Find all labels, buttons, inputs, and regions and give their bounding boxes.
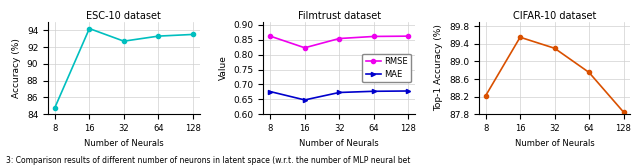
Title: CIFAR-10 dataset: CIFAR-10 dataset	[513, 11, 596, 21]
RMSE	[266, 35, 274, 37]
Y-axis label: Accuracy (%): Accuracy (%)	[12, 38, 21, 98]
MAE	[370, 90, 378, 92]
MAE	[301, 99, 308, 101]
Y-axis label: Top-1 Accuracy (%): Top-1 Accuracy (%)	[435, 25, 444, 112]
MAE	[404, 90, 412, 92]
RMSE	[335, 37, 343, 39]
Y-axis label: Value: Value	[219, 56, 228, 80]
Line: MAE: MAE	[268, 89, 410, 102]
Title: ESC-10 dataset: ESC-10 dataset	[86, 11, 161, 21]
MAE	[266, 91, 274, 93]
X-axis label: Number of Neurals: Number of Neurals	[84, 139, 164, 148]
Text: 3: Comparison results of different number of neurons in latent space (w.r.t. the: 3: Comparison results of different numbe…	[6, 156, 411, 165]
X-axis label: Number of Neurals: Number of Neurals	[515, 139, 595, 148]
RMSE	[404, 35, 412, 37]
MAE	[335, 91, 343, 93]
RMSE	[370, 35, 378, 37]
RMSE	[301, 47, 308, 49]
Title: Filmtrust dataset: Filmtrust dataset	[298, 11, 381, 21]
Line: RMSE: RMSE	[268, 34, 410, 50]
X-axis label: Number of Neurals: Number of Neurals	[300, 139, 379, 148]
Legend: RMSE, MAE: RMSE, MAE	[362, 54, 411, 82]
